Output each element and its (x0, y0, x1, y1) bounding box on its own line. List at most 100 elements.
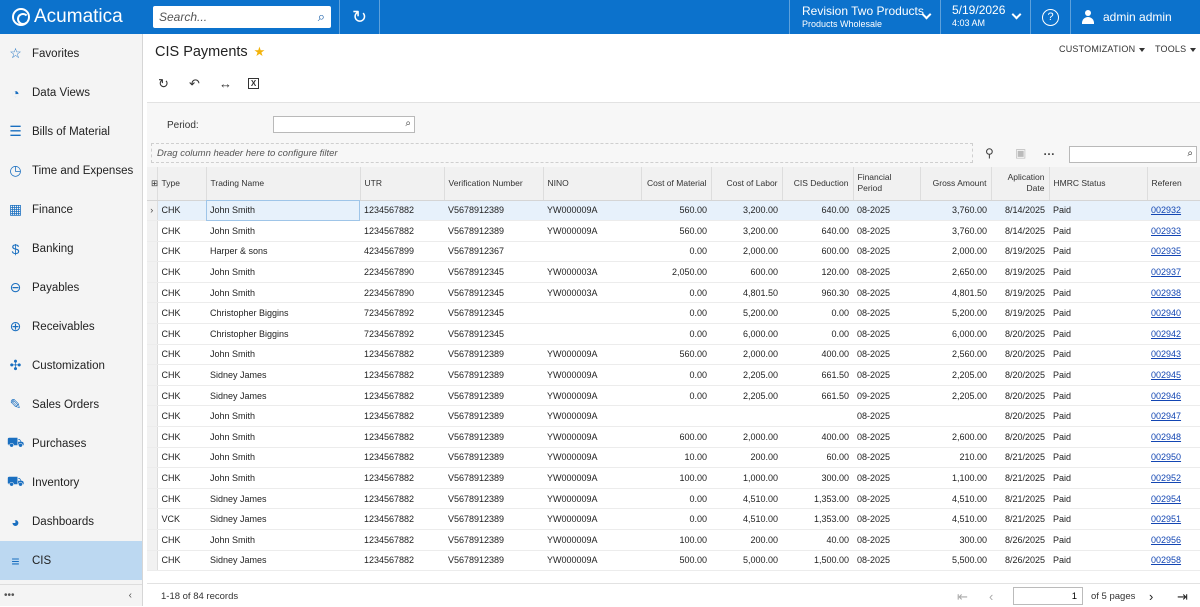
cell-utr[interactable]: 1234567882 (360, 488, 444, 510)
cell-utr[interactable]: 7234567892 (360, 323, 444, 345)
more-options-icon[interactable]: … (1043, 144, 1055, 158)
table-row[interactable]: › CHK John Smith 1234567882 V5678912389 YW000… (147, 200, 1200, 222)
cell-verification-number[interactable]: V5678912389 (444, 508, 543, 530)
cell-cis-deduction[interactable]: 600.00 (782, 241, 853, 263)
cell-utr[interactable]: 1234567882 (360, 467, 444, 489)
cell-cost-of-material[interactable]: 100.00 (641, 467, 711, 489)
cell-cis-deduction[interactable] (782, 405, 853, 428)
table-row[interactable]: CHK John Smith 1234567882 V5678912389 YW0000… (147, 447, 1200, 469)
cell-hmrc-status[interactable]: Paid (1049, 344, 1147, 366)
search-icon[interactable]: ⌕ (317, 9, 325, 24)
sidebar-item-time-and-expenses[interactable]: ◷ Time and Expenses (0, 151, 142, 190)
table-row[interactable]: CHK John Smith 2234567890 V5678912345 YW0000… (147, 282, 1200, 304)
cell-nino[interactable] (543, 302, 641, 325)
cell-trading-name[interactable]: Sidney James (206, 508, 360, 530)
cell-trading-name[interactable]: Sidney James (206, 364, 360, 386)
cell-gross-amount[interactable]: 1,100.00 (920, 467, 991, 489)
filter-icon[interactable]: ⚲ (985, 146, 994, 160)
cell-gross-amount[interactable]: 3,760.00 (920, 200, 991, 222)
cell-cis-deduction[interactable]: 661.50 (782, 364, 853, 386)
cell-utr[interactable]: 1234567882 (360, 426, 444, 448)
cell-aplication-date[interactable]: 8/21/2025 (991, 467, 1049, 489)
acumatica-logo[interactable]: Acumatica (0, 0, 143, 34)
cell-financial-period[interactable]: 08-2025 (853, 302, 920, 325)
cell-trading-name[interactable]: John Smith (206, 344, 360, 366)
reference-link[interactable]: 002937 (1151, 267, 1182, 278)
cell-financial-period[interactable]: 08-2025 (853, 426, 920, 448)
reference-link[interactable]: 002935 (1151, 246, 1182, 257)
row-selector[interactable] (147, 405, 158, 428)
cell-verification-number[interactable]: V5678912345 (444, 261, 543, 283)
table-row[interactable]: CHK Harper & sons 4234567899 V5678912367 0.0… (147, 241, 1200, 263)
row-selector-header[interactable]: ⊞ (147, 167, 158, 201)
cell-trading-name[interactable]: Christopher Biggins (206, 302, 360, 325)
table-row[interactable]: CHK Christopher Biggins 7234567892 V5678912… (147, 323, 1200, 345)
table-row[interactable]: CHK John Smith 2234567890 V5678912345 YW0000… (147, 261, 1200, 283)
cell-trading-name[interactable]: John Smith (206, 261, 360, 283)
reference-link[interactable]: 002947 (1151, 411, 1182, 422)
cell-aplication-date[interactable]: 8/20/2025 (991, 344, 1049, 366)
cell-cost-of-labor[interactable]: 2,000.00 (711, 426, 782, 448)
cell-gross-amount[interactable] (920, 405, 991, 428)
cell-financial-period[interactable]: 08-2025 (853, 529, 920, 551)
column-header-cis-deduction[interactable]: CIS Deduction (782, 167, 854, 201)
cell-cost-of-material[interactable]: 0.00 (641, 488, 711, 510)
cell-type[interactable]: CHK (157, 550, 206, 572)
column-header-type[interactable]: Type (157, 167, 207, 201)
cell-nino[interactable]: YW000009A (543, 467, 641, 489)
cell-gross-amount[interactable]: 2,560.00 (920, 344, 991, 366)
cell-cis-deduction[interactable]: 661.50 (782, 385, 853, 407)
table-row[interactable]: CHK Sidney James 1234567882 V5678912389 YW00… (147, 385, 1200, 407)
cell-aplication-date[interactable]: 8/21/2025 (991, 488, 1049, 510)
cell-gross-amount[interactable]: 3,760.00 (920, 220, 991, 242)
cell-aplication-date[interactable]: 8/21/2025 (991, 447, 1049, 469)
sidebar-item-favorites[interactable]: ☆ Favorites (0, 34, 142, 73)
cell-trading-name[interactable]: John Smith (206, 447, 360, 469)
cell-hmrc-status[interactable]: Paid (1049, 200, 1147, 222)
search-input[interactable]: Search... ⌕ (153, 6, 331, 28)
cell-nino[interactable]: YW000009A (543, 447, 641, 469)
sidebar-item-customization[interactable]: ✣ Customization (0, 346, 142, 385)
cell-nino[interactable]: YW000009A (543, 426, 641, 448)
cell-utr[interactable]: 1234567882 (360, 405, 444, 428)
cell-utr[interactable]: 1234567882 (360, 344, 444, 366)
cell-type[interactable]: CHK (157, 241, 206, 263)
cell-utr[interactable]: 1234567882 (360, 508, 444, 530)
cell-gross-amount[interactable]: 2,000.00 (920, 241, 991, 263)
cell-type[interactable]: CHK (157, 302, 206, 325)
cell-cis-deduction[interactable]: 1,500.00 (782, 550, 853, 572)
row-selector[interactable] (147, 261, 158, 283)
cell-aplication-date[interactable]: 8/19/2025 (991, 282, 1049, 304)
reference-link[interactable]: 002943 (1151, 349, 1182, 360)
save-filter-icon[interactable]: ▣ (1015, 146, 1027, 160)
table-row[interactable]: CHK John Smith 1234567882 V5678912389 YW0000… (147, 529, 1200, 551)
reference-link[interactable]: 002948 (1151, 431, 1182, 442)
column-header-financial-period[interactable]: Financial Period (853, 167, 921, 201)
cell-utr[interactable]: 2234567890 (360, 282, 444, 304)
cell-financial-period[interactable]: 08-2025 (853, 323, 920, 345)
cell-gross-amount[interactable]: 6,000.00 (920, 323, 991, 345)
cell-verification-number[interactable]: V5678912367 (444, 241, 543, 263)
cell-cost-of-material[interactable]: 0.00 (641, 323, 711, 345)
cell-hmrc-status[interactable]: Paid (1049, 385, 1147, 407)
cell-type[interactable]: CHK (157, 385, 206, 407)
last-page-icon[interactable]: ⇥ (1177, 589, 1188, 604)
help-button[interactable]: ? (1031, 0, 1071, 34)
cell-hmrc-status[interactable]: Paid (1049, 241, 1147, 263)
cell-financial-period[interactable]: 08-2025 (853, 488, 920, 510)
history-icon[interactable]: ↻ (340, 0, 380, 34)
cell-cis-deduction[interactable]: 120.00 (782, 261, 853, 283)
reference-link[interactable]: 002938 (1151, 287, 1182, 298)
cell-verification-number[interactable]: V5678912389 (444, 447, 543, 469)
cell-verification-number[interactable]: V5678912345 (444, 302, 543, 325)
cell-cost-of-material[interactable] (641, 405, 711, 428)
cell-cost-of-labor[interactable]: 1,000.00 (711, 467, 782, 489)
column-header-gross-amount[interactable]: Gross Amount (920, 167, 992, 201)
cell-financial-period[interactable]: 08-2025 (853, 200, 920, 222)
cell-gross-amount[interactable]: 210.00 (920, 447, 991, 469)
cell-trading-name[interactable]: Sidney James (206, 488, 360, 510)
cell-nino[interactable]: YW000009A (543, 364, 641, 386)
row-selector[interactable] (147, 529, 158, 551)
cell-aplication-date[interactable]: 8/20/2025 (991, 364, 1049, 386)
cell-verification-number[interactable]: V5678912389 (444, 405, 543, 428)
